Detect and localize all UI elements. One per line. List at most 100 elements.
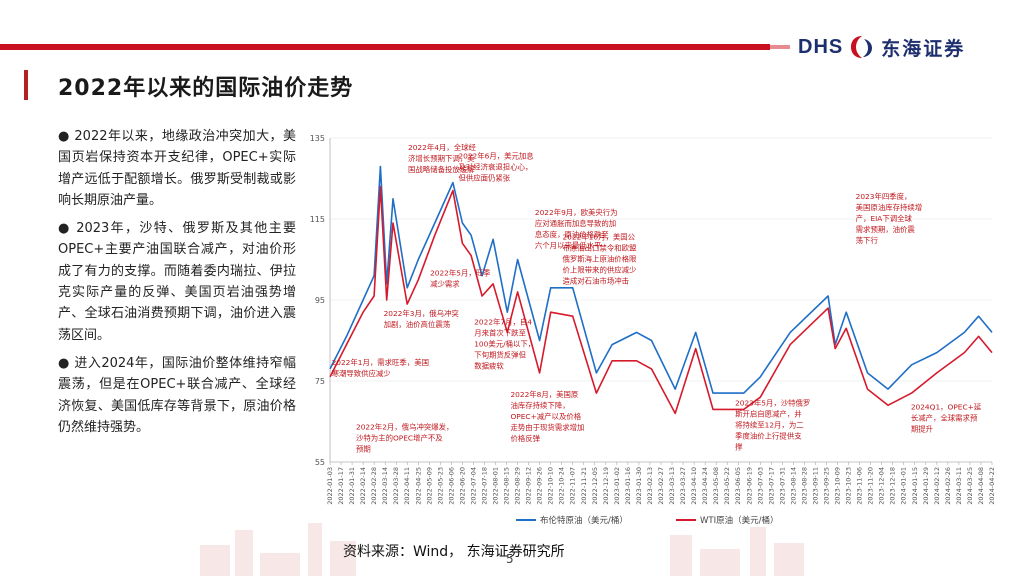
x-tick-label: 2022-10-10 [547,467,555,505]
annotation-line: 加剧，油价高位震荡 [384,320,451,329]
oil-price-chart: 55 75 95 115 135 2022-01-03 2022-01-17 2022-01… [310,134,996,526]
annotation-line: 布原油出口禁令和欧盟 [562,243,637,252]
x-tick-label: 2022-06-06 [447,467,455,505]
annotation-line: 俄罗斯海上原油价格限 [562,254,637,263]
x-tick-label: 2022-02-28 [370,467,378,505]
x-tick-label: 2023-07-03 [756,467,764,505]
x-tick-label: 2022-03-14 [381,467,389,505]
annotation-line: 将持续至12月，为二 [735,420,804,429]
y-tick-label: 75 [315,377,325,386]
annotation-line: 产，EIA下调全球 [856,214,913,223]
y-tick-label: 55 [315,458,325,467]
annotation-line: 月来首次下跌至 [474,328,526,337]
x-tick-label: 2022-05-09 [425,467,433,505]
annotation-line: 减少需求 [430,280,460,289]
logo-mark-icon [851,36,873,58]
x-tick-label: 2022-03-28 [392,467,400,505]
x-tick-label: 2022-01-03 [326,467,334,505]
x-tick-label: 2023-07-17 [767,467,775,505]
x-tick-label: 2023-10-23 [845,467,853,505]
x-tick-label: 2023-01-30 [635,467,643,505]
x-tick-label: 2024-03-25 [966,467,974,505]
annotation-label: 2022年10月，美国公布原油出口禁令和欧盟俄罗斯海上原油价格限价上限带来的供应… [562,232,637,285]
annotation-line: 价格反弹 [510,434,540,443]
x-tick-label: 2023-02-27 [657,467,665,505]
annotation-line: 六个月以来最低水平 [535,241,602,250]
annotation-line: 2022年3月，俄乌冲突 [384,309,460,318]
legend-label: WTI原油（美元/桶） [700,515,778,526]
x-tick-label: 2023-01-02 [613,467,621,505]
annotation-line: 2022年1月，需求旺季，美国 [332,358,429,367]
bullet-item: ● 2022年以来，地缘政治冲突加大，美国页岩保持资本开支纪律，OPEC+实际增… [58,129,296,208]
page-number: 5 [506,552,514,566]
annotation-label: 2022年9月，欧美央行为应对通胀而加息导致的加息态度，原油价格跌至六个月以来最… [535,208,618,250]
x-tick-label: 2022-09-26 [536,467,544,505]
x-tick-label: 2023-11-20 [867,467,875,505]
x-tick-label: 2022-05-23 [436,467,444,505]
source-note: 资料来源：Wind， 东海证券研究所 [343,541,565,561]
plot-area [329,165,993,415]
x-tick-label: 2022-08-15 [503,467,511,505]
annotation-line: 季度油价上行提供支 [735,431,802,440]
annotation-line: 2022年10月，美国公 [562,232,635,241]
x-tick-label: 2024-04-08 [977,467,985,505]
x-tick-label: 2023-07-31 [778,467,786,505]
x-tick-label: 2024-04-22 [988,467,996,505]
annotation-line: 数据疲软 [474,361,504,370]
x-tick-label: 2023-12-18 [889,467,897,505]
x-tick-label: 2023-10-09 [834,467,842,505]
annotation-line: 斯开启自愿减产，并 [735,409,802,418]
x-tick-label: 2022-08-01 [492,467,500,505]
chart-legend: 布伦特原油（美元/桶） WTI原油（美元/桶） [516,515,778,526]
x-tick-label: 2023-06-19 [745,467,753,505]
x-tick-label: 2022-11-07 [569,467,577,505]
x-tick-label: 2023-04-24 [701,467,709,505]
x-tick-label: 2022-01-17 [337,467,345,505]
x-tick-label: 2022-07-04 [469,467,477,505]
x-tick-label: 2022-04-11 [403,467,411,505]
annotation-line: 沙特为主的OPEC增产不及 [356,434,443,443]
x-tick-label: 2022-10-24 [558,467,566,505]
annotation-line: 2022年6月，美元加息 [458,151,533,160]
x-tick-label: 2023-01-16 [624,467,632,505]
annotation-label: 2023年5月，沙特俄罗斯开启自愿减产，并将持续至12月，为二季度油价上行提供支… [735,398,810,451]
annotation-line: 油库存持续下降， [510,401,569,410]
y-axis: 55 75 95 115 135 [310,134,331,467]
company-name: 东海证券 [881,37,966,60]
annotation-line: 2022年7月，自4 [474,317,532,326]
annotation-line: 2022年9月，欧美央行为 [535,208,618,217]
series-brent-line [329,165,993,394]
x-tick-label: 2022-12-19 [602,467,610,505]
chart-gridlines [330,137,992,463]
annotation-line: 2022年5月，旺季 [430,269,491,278]
annotation-line: 造成对石油市场冲击 [562,276,629,285]
annotation-line: 国战略储备投放缓解 [408,165,475,174]
x-tick-label: 2023-11-06 [856,467,864,505]
annotation-line: 2022年8月，美国原 [510,390,578,399]
x-tick-label: 2023-03-13 [668,467,676,505]
annotation-line: 及对经济衰退担心心， [458,162,532,171]
x-tick-label: 2024-02-12 [933,467,941,505]
annotation-line: 2022年2月，俄乌冲突爆发， [356,423,453,432]
annotation-line: 荡下行 [856,236,879,245]
annotation-line: 需求预期，油价震 [856,225,916,234]
y-tick-label: 115 [310,215,325,224]
x-tick-label: 2022-07-18 [480,467,488,505]
x-tick-label: 2023-06-05 [734,467,742,505]
bullet-list: ● 2022年以来，地缘政治冲突加大，美国页岩保持资本开支纪律，OPEC+实际增… [58,126,296,445]
annotation-line: 息态度，原油价格跌至 [535,230,609,239]
source-text: 资料来源：Wind， 东海证券研究所 [343,544,565,560]
annotation-line: 走势由于现货需求增加 [510,423,584,432]
series-wti-line [329,185,993,415]
x-tick-label: 2023-09-25 [823,467,831,505]
top-accent-bar [0,44,770,50]
annotation-line: 济增长预期下调，美 [408,154,475,163]
annotation-line: 2023年四季度， [856,192,912,201]
